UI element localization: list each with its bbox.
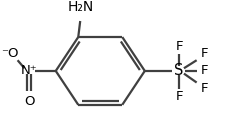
Text: S: S xyxy=(173,63,183,78)
Text: H₂N: H₂N xyxy=(68,0,94,14)
Text: ⁻O: ⁻O xyxy=(1,47,18,61)
Text: N⁺: N⁺ xyxy=(21,64,38,77)
Text: F: F xyxy=(175,90,182,103)
Text: F: F xyxy=(200,47,207,61)
Text: F: F xyxy=(200,64,207,77)
Text: F: F xyxy=(175,40,182,53)
Text: O: O xyxy=(24,95,34,108)
Text: F: F xyxy=(200,82,207,95)
